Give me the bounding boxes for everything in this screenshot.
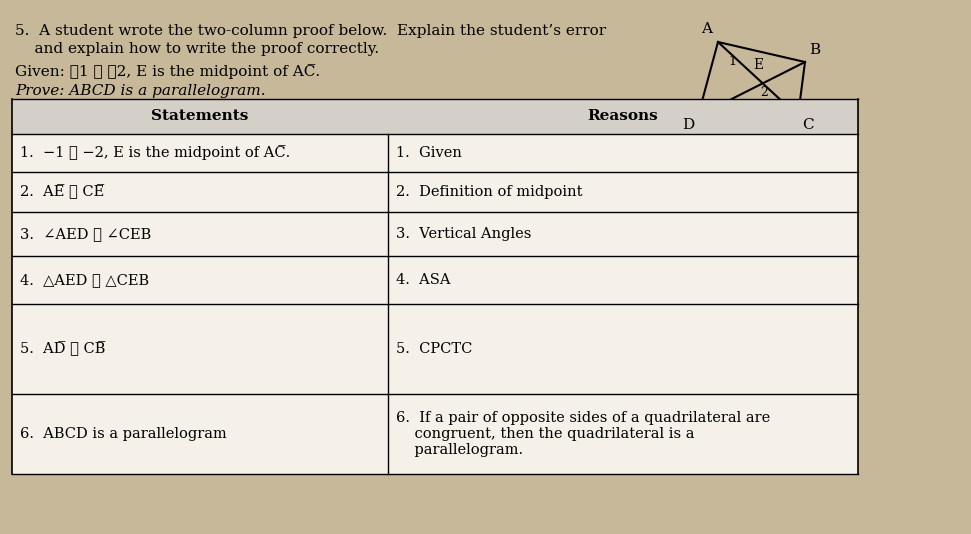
Text: and explain how to write the proof correctly.: and explain how to write the proof corre… [15, 42, 379, 56]
Text: 4.  △AED ≅ △CEB: 4. △AED ≅ △CEB [20, 273, 150, 287]
Text: Statements: Statements [151, 109, 249, 123]
Text: C: C [802, 118, 814, 132]
Text: 3.  Vertical Angles: 3. Vertical Angles [396, 227, 531, 241]
Text: 5.  AD̅ ≅ CB̅: 5. AD̅ ≅ CB̅ [20, 342, 106, 356]
Text: 1: 1 [728, 55, 736, 68]
Text: 5.  CPCTC: 5. CPCTC [396, 342, 472, 356]
Text: Prove: ABCD is a parallelogram.: Prove: ABCD is a parallelogram. [15, 84, 266, 98]
Text: 2.  Definition of midpoint: 2. Definition of midpoint [396, 185, 583, 199]
Text: 6.  ABCD is a parallelogram: 6. ABCD is a parallelogram [20, 427, 227, 441]
Text: 3.  ∠AED ≅ ∠CEB: 3. ∠AED ≅ ∠CEB [20, 227, 151, 241]
Text: congruent, then the quadrilateral is a: congruent, then the quadrilateral is a [396, 427, 694, 441]
Text: 6.  If a pair of opposite sides of a quadrilateral are: 6. If a pair of opposite sides of a quad… [396, 411, 770, 425]
Text: A: A [701, 22, 712, 36]
Text: 5.  A student wrote the two-column proof below.  Explain the student’s error: 5. A student wrote the two-column proof … [15, 24, 606, 38]
Text: Given: ∡1 ≅ ∢2, E is the midpoint of AC̅.: Given: ∡1 ≅ ∢2, E is the midpoint of AC̅… [15, 64, 320, 79]
Text: 1.  −1 ≅ −2, E is the midpoint of AC̅.: 1. −1 ≅ −2, E is the midpoint of AC̅. [20, 146, 290, 160]
Text: Reasons: Reasons [587, 109, 658, 123]
Text: D: D [682, 118, 694, 132]
Text: 4.  ASA: 4. ASA [396, 273, 451, 287]
Text: 2: 2 [760, 86, 768, 99]
Bar [12, 99, 858, 134]
Bar [12, 99, 858, 474]
Text: parallelogram.: parallelogram. [396, 443, 523, 457]
Text: 1.  Given: 1. Given [396, 146, 462, 160]
Text: B: B [809, 43, 820, 57]
Text: 2.  AE̅ ≅ CE̅: 2. AE̅ ≅ CE̅ [20, 185, 104, 199]
Text: E: E [753, 58, 763, 72]
